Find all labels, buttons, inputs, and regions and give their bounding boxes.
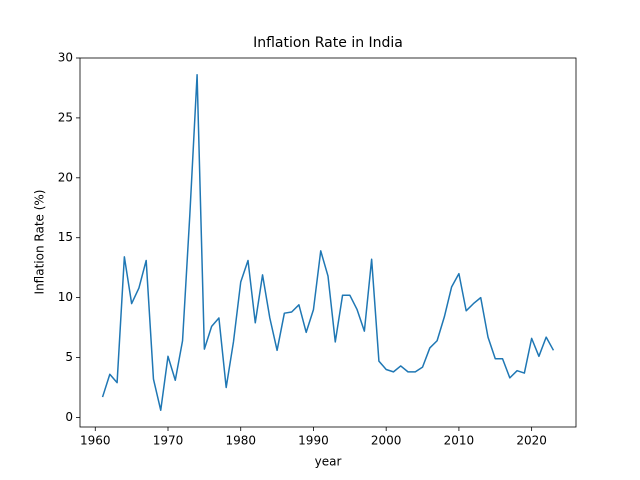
y-tick-label: 0 <box>65 410 73 424</box>
y-tick-label: 15 <box>58 230 73 244</box>
x-tick-label: 1970 <box>153 434 184 448</box>
y-tick-label: 30 <box>58 51 73 65</box>
x-tick-label: 2020 <box>516 434 547 448</box>
x-axis-label: year <box>315 455 342 469</box>
y-tick-label: 10 <box>58 290 73 304</box>
data-line <box>101 74 555 411</box>
y-tick-label: 20 <box>58 170 73 184</box>
y-tick-label: 5 <box>65 350 73 364</box>
y-tick-label: 25 <box>58 110 73 124</box>
axes-frame <box>79 57 577 428</box>
chart-title: Inflation Rate in India <box>253 35 403 51</box>
x-tick-label: 1990 <box>298 434 329 448</box>
x-tick-label: 2010 <box>444 434 475 448</box>
x-tick-label: 1980 <box>225 434 256 448</box>
x-tick-label: 2000 <box>371 434 402 448</box>
y-axis-label: Inflation Rate (%) <box>33 190 47 295</box>
x-tick-label: 1960 <box>80 434 111 448</box>
